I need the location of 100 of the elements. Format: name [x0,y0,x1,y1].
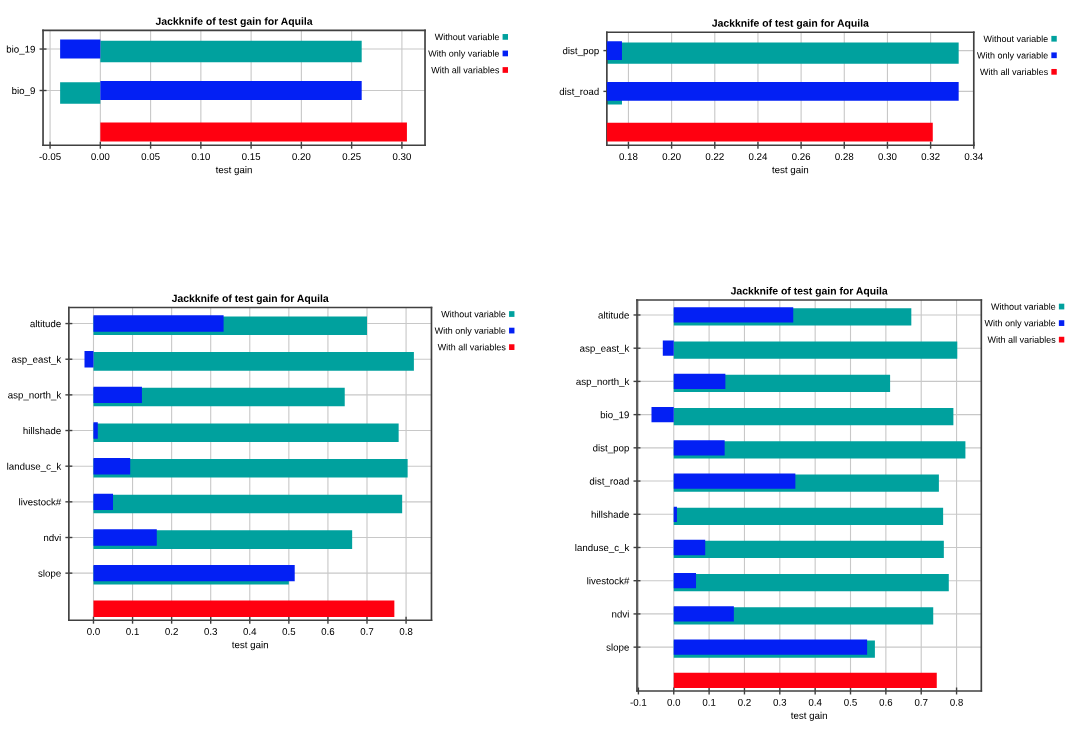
bar [673,373,726,390]
legend-label: With only variable [984,319,1056,329]
bar [673,672,937,688]
bar [93,386,142,404]
y-tick-label: dist_pop [562,47,599,57]
x-tick-label: 0.4 [808,698,822,706]
bar [673,506,677,522]
x-tick-label: 0.20 [292,153,311,161]
x-tick-label: 0.2 [738,698,751,706]
bar [673,440,725,456]
bar [60,39,101,59]
bar [673,606,734,622]
bar [673,473,796,489]
bar [93,352,414,371]
legend-label: Without variable [434,33,500,41]
bar [93,493,114,511]
bar [93,457,131,475]
x-tick-label: 0.05 [141,153,160,161]
x-tick-label: 0.3 [773,698,787,706]
bar [673,307,794,323]
legend-label: With all variables [979,68,1048,76]
legend-label: With all variables [431,66,500,74]
chart-title: Jackknife of test gain for Aquila [730,286,888,297]
y-tick-label: livestock# [587,577,630,585]
y-tick-label: hillshade [591,510,629,518]
x-tick-label: 0.22 [705,153,724,161]
x-tick-label: 0.5 [282,628,296,635]
bar [100,40,362,63]
x-tick-label: 0.28 [835,153,854,161]
x-tick-label: 0.20 [662,153,681,161]
y-tick-label: slope [38,569,61,579]
bar [673,574,949,592]
legend-label: With all variables [987,336,1056,343]
y-tick-label: ndvi [44,533,61,542]
y-tick-label: livestock# [19,498,62,506]
y-tick-label: hillshade [23,427,61,435]
x-tick-label: -0.1 [630,698,647,706]
x-tick-label: 0.30 [392,153,411,161]
x-tick-label: 0.3 [204,628,218,635]
bar [673,507,944,525]
bar [84,351,94,368]
x-axis-title: test gain [772,166,809,176]
legend-label: With only variable [434,327,506,336]
x-tick-label: -0.05 [39,153,61,161]
y-tick-label: bio_19 [6,45,35,55]
x-tick-label: 0.2 [165,628,178,635]
y-tick-label: asp_north_k [8,391,62,401]
x-tick-label: 0.26 [792,153,811,161]
bar [100,122,407,142]
legend-label: With only variable [428,50,500,59]
y-tick-label: altitude [30,320,61,328]
x-tick-label: 0.10 [191,153,210,161]
legend-label: Without variable [983,35,1048,43]
x-tick-label: 0.30 [878,153,897,161]
bar [93,529,157,546]
x-tick-label: 0.8 [950,698,963,706]
x-tick-label: 0.7 [914,698,928,706]
bar [93,315,224,332]
x-tick-label: 0.15 [242,153,261,161]
y-tick-label: dist_road [589,477,629,487]
x-tick-label: 0.25 [342,153,361,161]
y-tick-label: bio_9 [12,86,35,96]
x-tick-label: 0.1 [126,628,139,635]
x-axis-title: test gain [215,166,252,176]
bar [100,80,362,101]
x-tick-label: 0.24 [748,153,768,161]
legend-label: With only variable [976,51,1048,61]
bar [93,600,395,618]
x-tick-label: 0.7 [360,628,374,635]
bar [93,459,408,478]
y-tick-label: landuse_c_k [575,543,630,553]
x-tick-label: 0.34 [964,153,983,161]
chart-title: Jackknife of test gain for Aquila [171,294,329,305]
bar [60,82,101,104]
x-tick-label: 0.6 [879,698,893,706]
x-tick-label: 0.8 [399,628,413,635]
y-tick-label: altitude [598,311,629,319]
x-tick-label: 0.1 [702,698,716,706]
y-tick-label: slope [606,643,629,653]
bar [673,539,706,556]
x-axis-title: test gain [231,641,268,651]
bar [93,423,399,442]
y-tick-label: asp_north_k [576,377,630,387]
chart-title: Jackknife of test gain for Aquila [155,17,313,28]
legend-label: Without variable [991,303,1056,310]
y-tick-label: landuse_c_k [7,462,62,472]
bar [673,407,954,426]
y-tick-label: asp_east_k [11,355,62,365]
bar [651,406,674,423]
legend-label: Without variable [441,310,506,318]
x-tick-label: 0.0 [667,698,681,706]
bar [93,422,98,439]
x-tick-label: 0.6 [321,628,335,635]
y-tick-label: dist_pop [593,444,629,454]
x-axis-title: test gain [790,711,827,721]
bar [93,494,403,514]
x-tick-label: 0.4 [243,628,257,635]
x-tick-label: 0.0 [87,628,100,635]
bar [93,564,295,582]
y-tick-label: dist_road [559,87,599,97]
